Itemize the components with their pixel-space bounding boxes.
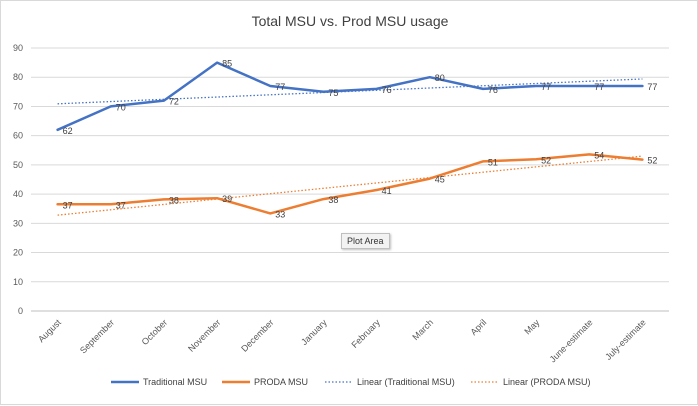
legend: Traditional MSU PRODA MSU Linear (Traditio… <box>111 377 591 387</box>
y-tick-label: 90 <box>13 43 23 53</box>
x-tick-label: August <box>36 317 63 344</box>
y-tick-label: 0 <box>18 306 23 316</box>
x-tick-label: March <box>410 317 435 342</box>
x-tick-label: April <box>469 317 489 337</box>
y-tick-label: 40 <box>13 189 23 199</box>
x-tick-label: June-estimate <box>548 317 595 364</box>
data-label: 51 <box>488 157 498 167</box>
plot-area-tooltip: Plot Area <box>341 233 390 249</box>
data-label: 76 <box>488 85 498 95</box>
legend-label: PRODA MSU <box>254 377 308 387</box>
data-label: 39 <box>222 194 232 204</box>
legend-label: Traditional MSU <box>143 377 207 387</box>
x-tick-label: November <box>186 317 222 353</box>
y-tick-label: 80 <box>13 72 23 82</box>
gridlines <box>31 47 669 312</box>
trendlines <box>57 78 643 216</box>
x-tick-label: February <box>349 317 382 350</box>
data-label: 62 <box>63 126 73 136</box>
x-tick-label: October <box>140 317 170 347</box>
x-tick-label: September <box>78 317 116 355</box>
data-label: 80 <box>435 73 445 83</box>
data-label: 37 <box>116 200 126 210</box>
x-tick-label: January <box>299 317 329 347</box>
y-tick-label: 70 <box>13 101 23 111</box>
x-axis-ticks: August September October November December Ja… <box>36 317 648 364</box>
data-label: 72 <box>169 97 179 107</box>
data-label: 38 <box>328 195 338 205</box>
data-label: 45 <box>435 175 445 185</box>
data-label: 76 <box>382 85 392 95</box>
y-tick-label: 60 <box>13 131 23 141</box>
y-tick-label: 50 <box>13 160 23 170</box>
x-tick-label: July-estimate <box>603 317 648 362</box>
x-tick-label: December <box>239 317 275 353</box>
y-axis-ticks: 0 10 20 30 40 50 60 70 80 90 <box>13 43 23 316</box>
chart-title: Total MSU vs. Prod MSU usage <box>252 13 449 29</box>
data-label: 37 <box>63 200 73 210</box>
data-label: 38 <box>169 195 179 205</box>
legend-label: Linear (PRODA MSU) <box>503 377 591 387</box>
y-tick-label: 30 <box>13 218 23 228</box>
data-label: 52 <box>647 156 657 166</box>
legend-label: Linear (Traditional MSU) <box>357 377 455 387</box>
data-label: 77 <box>594 82 604 92</box>
series-line <box>56 153 644 215</box>
series-lines <box>56 61 644 215</box>
data-label: 77 <box>541 82 551 92</box>
data-label: 85 <box>222 59 232 69</box>
data-label: 52 <box>541 155 551 165</box>
data-label: 54 <box>594 150 604 160</box>
y-tick-label: 20 <box>13 248 23 258</box>
data-label: 33 <box>275 209 285 219</box>
series-line <box>56 61 644 132</box>
data-labels: 62 70 72 85 77 75 76 80 76 77 77 77 37 37 38 39 33 38 41 45… <box>63 59 658 220</box>
data-label: 70 <box>116 102 126 112</box>
data-label: 41 <box>382 186 392 196</box>
y-tick-label: 10 <box>13 277 23 287</box>
data-label: 77 <box>275 82 285 92</box>
data-label: 77 <box>647 82 657 92</box>
data-label: 75 <box>328 88 338 98</box>
x-tick-label: May <box>522 317 541 336</box>
trendline <box>57 78 643 105</box>
